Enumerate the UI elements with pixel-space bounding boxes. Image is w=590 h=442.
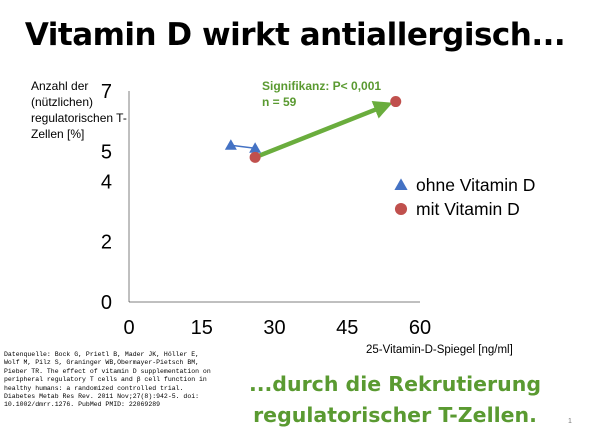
legend-label: mit Vitamin D [416,199,520,219]
legend-label: ohne Vitamin D [416,175,535,195]
slide-subtitle: ...durch die Rekrutierung regulatorische… [215,369,575,431]
sample-size-label: n = 59 [262,95,297,109]
series-line [230,144,256,150]
y-tick-label: 5 [101,141,112,163]
triangle-point [249,142,262,153]
trend-arrow [254,100,393,160]
x-tick-label: 30 [263,317,285,339]
page-number: 1 [568,418,572,425]
y-axis-label: Anzahl der (nützlichen) regulatorischen … [31,79,127,141]
y-tick-label: 4 [101,171,112,193]
circle-point [249,151,261,163]
x-axis-label: 25-Vitamin-D-Spiegel [ng/ml] [366,344,513,356]
x-tick-label: 15 [191,317,213,339]
x-tick-label: 60 [409,317,431,339]
subtitle-line-2: regulatorischer T-Zellen. [253,403,537,427]
significance-label: Signifikanz: P< 0,001 [262,79,381,93]
subtitle-line-1: ...durch die Rekrutierung [248,372,542,396]
source-citation: Datenquelle: Bock G, Prietl B, Mader JK,… [4,351,215,409]
legend-triangle-marker [394,178,408,190]
y-tick-label: 0 [101,292,112,314]
circle-point [390,96,402,108]
y-tick-label: 7 [101,81,112,103]
slide-title: Vitamin D wirkt antiallergisch... [24,17,566,53]
y-tick-label: 2 [101,232,112,254]
triangle-point [224,139,237,150]
x-tick-label: 0 [123,317,134,339]
x-tick-label: 45 [336,317,358,339]
legend-circle-marker [394,202,408,216]
